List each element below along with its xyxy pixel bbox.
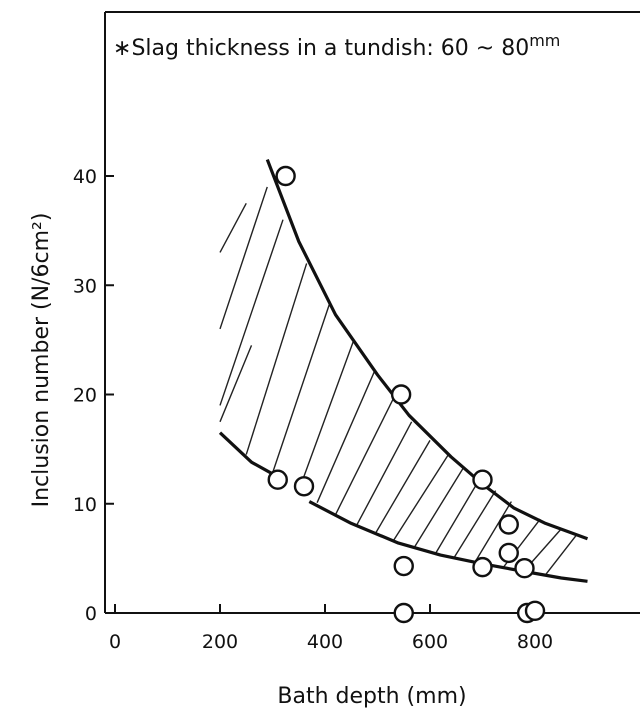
- y-tick-label: 40: [73, 166, 97, 188]
- hatch-line: [434, 478, 481, 555]
- band-curves: [218, 159, 589, 583]
- upper-bound-curve: [265, 159, 589, 541]
- hatch-line: [392, 454, 449, 542]
- hatch-line: [453, 490, 497, 559]
- hatch-line: [316, 370, 376, 503]
- y-tick-label: 0: [85, 603, 97, 625]
- hatch-line: [245, 263, 308, 455]
- annotation-superscript: mm: [529, 31, 560, 50]
- hatch-line: [219, 186, 268, 330]
- hatch-line: [413, 466, 465, 548]
- data-point: [393, 555, 414, 577]
- x-tick-label: 0: [109, 631, 121, 653]
- y-tick-label: 20: [73, 385, 97, 407]
- y-axis-title: Inclusion number (N/6cm²): [29, 213, 54, 508]
- hatch-line: [374, 440, 431, 535]
- hatch-line: [474, 501, 512, 564]
- data-point: [390, 384, 412, 405]
- y-tick-label: 30: [73, 275, 97, 297]
- data-point: [267, 469, 288, 490]
- annotation-text: Slag thickness in a tundish: 60 ~ 80: [131, 36, 529, 61]
- lower-bound-curve: [308, 500, 588, 583]
- hatch-line: [334, 398, 394, 515]
- x-tick-label: 400: [307, 631, 343, 653]
- hatch-line: [219, 345, 253, 423]
- x-tick-label: 600: [412, 631, 448, 653]
- hatch-line: [298, 339, 355, 491]
- data-point: [393, 602, 414, 624]
- annotation-prefix: ∗: [113, 36, 131, 61]
- data-point: [275, 165, 296, 187]
- annotation: ∗Slag thickness in a tundish: 60 ~ 80mm: [113, 31, 560, 61]
- hatch-line: [355, 421, 413, 526]
- hatch-line: [271, 301, 331, 474]
- data-points: [267, 165, 546, 624]
- x-axis-title: Bath depth (mm): [277, 684, 466, 709]
- hatch-line: [219, 202, 247, 253]
- data-point: [498, 514, 519, 535]
- x-tick-label: 800: [517, 631, 553, 653]
- hatch-region: [219, 186, 578, 576]
- hatch-line: [219, 219, 284, 406]
- x-tick-label: 200: [202, 631, 238, 653]
- y-tick-label: 10: [73, 494, 97, 516]
- plot-frame: [104, 11, 640, 614]
- data-point: [498, 542, 519, 564]
- data-point: [472, 556, 493, 578]
- hatch-line: [544, 533, 578, 576]
- data-point: [524, 600, 546, 622]
- data-point: [293, 476, 315, 497]
- data-point: [472, 469, 493, 490]
- data-point: [514, 558, 535, 579]
